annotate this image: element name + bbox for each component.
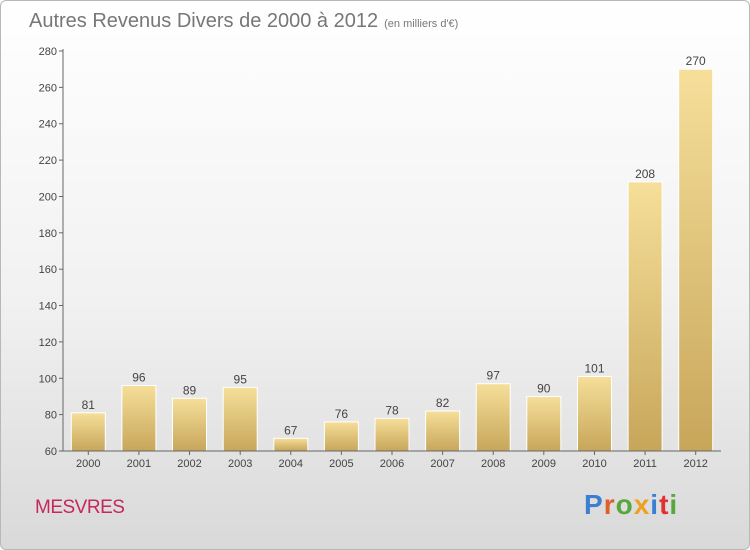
- x-tick-label-2007: 2007: [430, 458, 454, 470]
- x-tick-label-2005: 2005: [329, 458, 353, 470]
- x-tick-label-2000: 2000: [76, 458, 100, 470]
- chart-title: Autres Revenus Divers de 2000 à 2012 (en …: [29, 10, 458, 33]
- bar-2001: [121, 385, 157, 452]
- value-label-2012: 270: [686, 54, 706, 68]
- x-tick-label-2002: 2002: [177, 458, 201, 470]
- axes-group: 2000 2001 2002 2003 2004 2005 2006 2007 2008 2009…: [39, 46, 721, 470]
- y-tick-label-200: 200: [39, 192, 57, 204]
- x-tick-label-2004: 2004: [279, 458, 303, 470]
- y-tick-label-280: 280: [39, 46, 57, 58]
- y-tick-label-240: 240: [39, 119, 57, 131]
- chart-unit: (en milliers d'€): [384, 18, 459, 30]
- bar-2004: [273, 437, 309, 452]
- y-tick-label-60: 60: [45, 446, 57, 458]
- logo-letter: P: [584, 489, 604, 520]
- value-label-2001: 96: [132, 371, 146, 385]
- value-label-2009: 90: [537, 382, 551, 396]
- bars-group: 81 96 89 95 67 76 78 82 97 90 101 208 270: [70, 54, 714, 452]
- value-label-2007: 82: [436, 396, 450, 410]
- y-tick-label-180: 180: [39, 228, 57, 240]
- y-tick-label-120: 120: [39, 337, 57, 349]
- x-tick-label-2012: 2012: [683, 458, 707, 470]
- bar-2003: [222, 386, 258, 452]
- y-tick-label-140: 140: [39, 301, 57, 313]
- y-tick-label-260: 260: [39, 82, 57, 94]
- x-tick-label-2011: 2011: [633, 458, 657, 470]
- value-label-2003: 95: [234, 372, 248, 386]
- value-label-2008: 97: [487, 369, 501, 383]
- logo-letter: i: [650, 489, 660, 520]
- value-label-2002: 89: [183, 383, 197, 397]
- bar-2010: [577, 376, 612, 452]
- value-label-2004: 67: [284, 423, 298, 437]
- logo-letter: x: [633, 489, 651, 520]
- commune-name: MESVRES: [35, 497, 125, 518]
- value-label-2000: 81: [82, 398, 96, 412]
- proxiti-logo: Proxiti: [584, 489, 678, 521]
- y-tick-label-160: 160: [39, 264, 57, 276]
- x-tick-label-2006: 2006: [380, 458, 404, 470]
- x-tick-label-2010: 2010: [582, 458, 606, 470]
- x-tick-label-2009: 2009: [532, 458, 556, 470]
- bar-2007: [425, 410, 461, 452]
- bar-2006: [374, 417, 410, 452]
- value-label-2006: 78: [385, 403, 399, 417]
- y-tick-label-220: 220: [39, 155, 57, 167]
- y-tick-label-80: 80: [45, 410, 57, 422]
- bar-2011: [627, 181, 663, 452]
- logo-letter: r: [603, 489, 616, 520]
- y-tick-label-100: 100: [39, 373, 57, 385]
- chart-title-text: Autres Revenus Divers de 2000 à 2012: [29, 10, 379, 32]
- x-tick-label-2008: 2008: [481, 458, 505, 470]
- bar-2008: [475, 383, 511, 452]
- value-label-2010: 101: [584, 362, 604, 376]
- bar-2002: [172, 397, 207, 452]
- value-label-2011: 208: [635, 167, 655, 181]
- bar-2005: [323, 421, 359, 452]
- value-label-2005: 76: [335, 407, 349, 421]
- bar-2012: [678, 68, 714, 452]
- bar-2000: [70, 412, 106, 452]
- bar-2009: [526, 396, 562, 452]
- logo-letter: t: [659, 489, 670, 520]
- logo-letter: i: [669, 489, 679, 520]
- x-tick-label-2003: 2003: [228, 458, 252, 470]
- logo-letter: o: [615, 489, 634, 520]
- x-tick-label-2001: 2001: [127, 458, 151, 470]
